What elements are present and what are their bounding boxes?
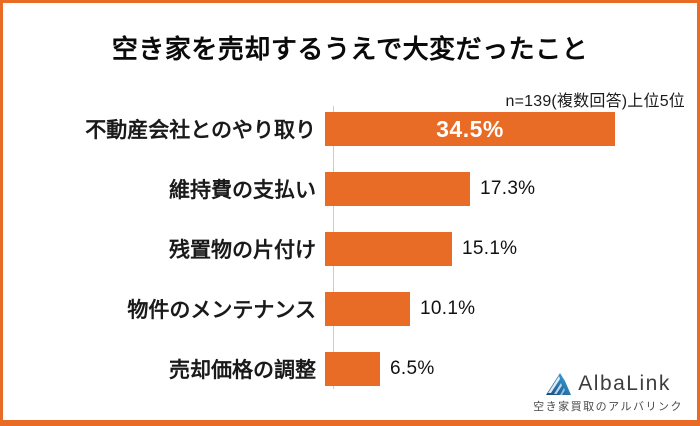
category-label: 維持費の支払い — [169, 179, 316, 202]
category-label: 残置物の片付け — [169, 239, 316, 262]
bar-row: 売却価格の調整 6.5% — [3, 352, 697, 386]
category-label: 売却価格の調整 — [169, 359, 316, 382]
bar: 34.5% — [325, 112, 615, 146]
value-label: 10.1% — [420, 298, 476, 319]
bar — [325, 292, 410, 326]
value-label: 17.3% — [480, 178, 536, 199]
category-label: 物件のメンテナンス — [127, 299, 316, 322]
category-label: 不動産会社とのやり取り — [85, 119, 316, 142]
bar — [325, 352, 380, 386]
bar — [325, 232, 452, 266]
value-label: 15.1% — [462, 238, 518, 259]
value-label: 34.5% — [436, 115, 504, 142]
albalink-logo: AlbaLink 空き家買取のアルバリンク — [533, 372, 683, 414]
bar — [325, 172, 470, 206]
logo-tagline: 空き家買取のアルバリンク — [533, 401, 683, 413]
logo-wordmark: AlbaLink — [578, 372, 671, 395]
bar-row: 残置物の片付け 15.1% — [3, 232, 697, 266]
chart-title: 空き家を売却するうえで大変だったこと — [111, 34, 589, 64]
plot-area: 不動産会社とのやり取り 34.5% 維持費の支払い 17.3% 残置物の片付け 15.1%… — [3, 106, 697, 394]
mountain-logo-icon — [545, 372, 572, 396]
bar-row: 維持費の支払い 17.3% — [3, 172, 697, 206]
sample-size-note: n=139(複数回答)上位5位 — [505, 93, 685, 110]
bar-row: 物件のメンテナンス 10.1% — [3, 292, 697, 326]
bar-row: 不動産会社とのやり取り 34.5% — [3, 112, 697, 146]
value-label: 6.5% — [390, 358, 435, 379]
